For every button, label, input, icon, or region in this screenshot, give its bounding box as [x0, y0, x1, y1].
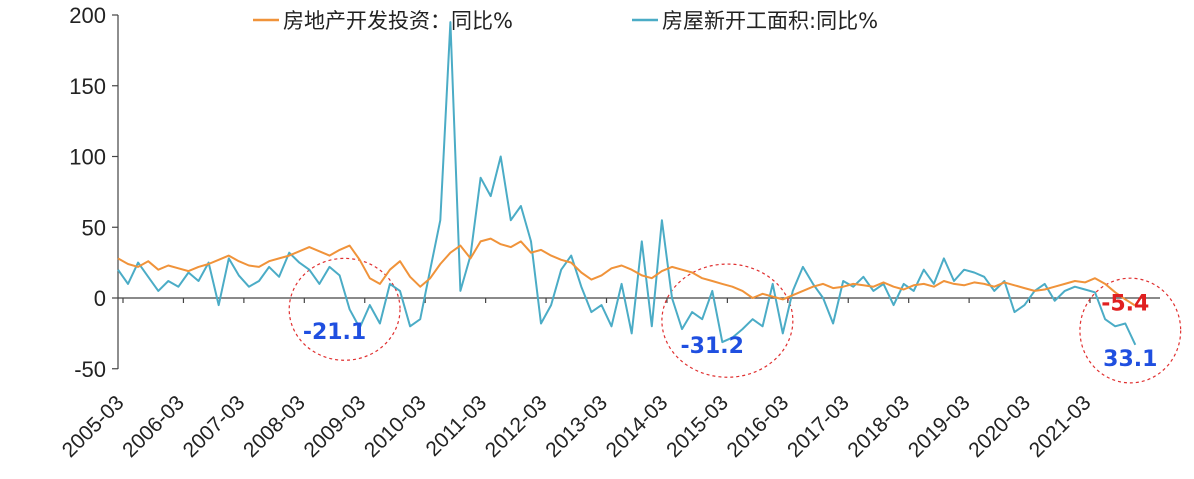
x-axis-ticks: 2005-032006-032007-032008-032009-032010-…: [58, 298, 1096, 462]
data-annotation: 33.1: [1103, 347, 1157, 372]
legend-label: 房屋新开工面积:同比%: [662, 9, 878, 33]
highlight-circle: [661, 263, 794, 378]
x-tick-label: 2019-03: [904, 391, 975, 462]
y-tick-label: 100: [69, 145, 106, 170]
annotations: -21.1 -31.2 -5.4 33.1: [303, 292, 1158, 372]
x-tick-label: 2010-03: [360, 391, 431, 462]
series-line-new-construction: [117, 21, 1137, 346]
x-tick-label: 2018-03: [843, 391, 914, 462]
axes: [117, 15, 1160, 369]
data-annotation: -21.1: [303, 320, 366, 345]
x-tick-label: 2011-03: [421, 391, 491, 461]
x-tick-label: 2009-03: [300, 391, 371, 462]
highlight-circles: [288, 257, 1182, 384]
data-annotation: -31.2: [681, 334, 744, 359]
x-tick-label: 2015-03: [662, 391, 733, 462]
legend-label: 房地产开发投资：同比%: [283, 9, 513, 33]
y-tick-label: -50: [74, 357, 106, 382]
x-tick-label: 2007-03: [179, 391, 250, 462]
y-tick-label: 0: [94, 286, 106, 311]
legend: 房地产开发投资：同比% 房屋新开工面积:同比%: [253, 9, 878, 33]
series-line-investment: [117, 237, 1136, 307]
x-tick-label: 2014-03: [602, 391, 673, 462]
x-tick-label: 2006-03: [118, 391, 189, 462]
x-tick-label: 2013-03: [541, 391, 612, 462]
x-tick-label: 2008-03: [239, 391, 310, 462]
y-tick-label: 200: [69, 3, 106, 28]
y-axis-ticks: 200 150 100 50 0 -50: [69, 3, 118, 382]
x-tick-label: 2012-03: [481, 391, 552, 462]
series-lines: [117, 21, 1137, 346]
data-annotation: -5.4: [1101, 292, 1149, 317]
highlight-circle: [288, 257, 401, 361]
x-tick-label: 2016-03: [723, 391, 794, 462]
x-tick-label: 2021-03: [1025, 391, 1096, 462]
x-tick-label: 2020-03: [964, 391, 1035, 462]
y-tick-label: 50: [82, 215, 106, 240]
x-tick-label: 2017-03: [783, 391, 854, 462]
highlight-circle: [1079, 277, 1182, 384]
x-tick-label: 2005-03: [58, 391, 129, 462]
y-tick-label: 150: [69, 74, 106, 99]
